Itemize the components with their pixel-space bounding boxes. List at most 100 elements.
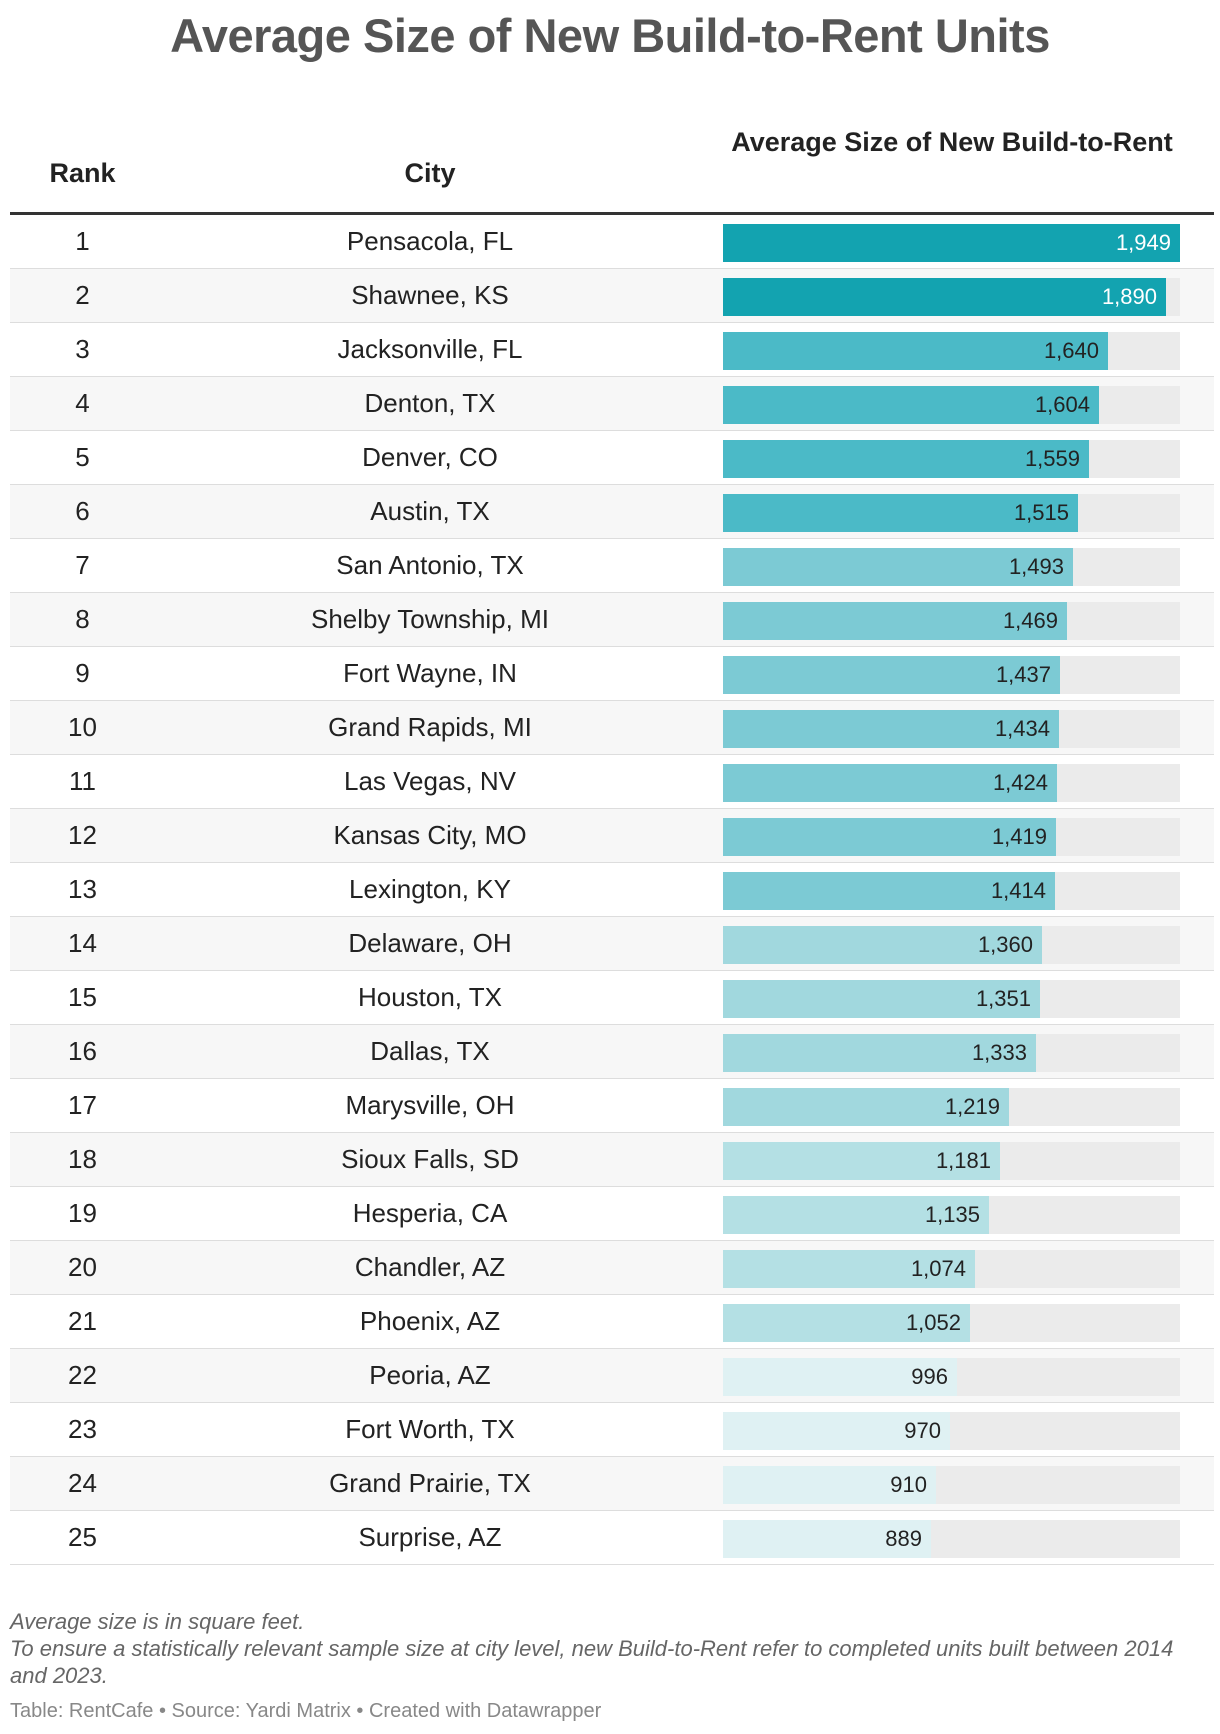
bar [723, 386, 1099, 424]
table-row: 10 Grand Rapids, MI 1,434 [10, 701, 1214, 755]
bar-track: 1,360 [723, 926, 1180, 964]
rank-cell: 25 [68, 1522, 97, 1552]
table-row: 5 Denver, CO 1,559 [10, 431, 1214, 485]
table-row: 12 Kansas City, MO 1,419 [10, 809, 1214, 863]
rank-cell: 24 [68, 1468, 97, 1498]
city-cell: Hesperia, CA [352, 1198, 508, 1228]
bar [723, 872, 1055, 910]
bar-track: 1,437 [723, 656, 1180, 694]
bar-track: 1,604 [723, 386, 1180, 424]
bar-value-label: 996 [911, 1364, 948, 1389]
table-row: 4 Denton, TX 1,604 [10, 377, 1214, 431]
bar [723, 818, 1056, 856]
bar-value-label: 1,469 [1002, 608, 1058, 633]
bar [723, 278, 1166, 316]
table-row: 22 Peoria, AZ 996 [10, 1349, 1214, 1403]
bar-value-label: 1,424 [992, 770, 1048, 795]
table-row: 11 Las Vegas, NV 1,424 [10, 755, 1214, 809]
column-header-city: City [404, 158, 456, 188]
rank-cell: 11 [69, 766, 96, 796]
table-row: 17 Marysville, OH 1,219 [10, 1079, 1214, 1133]
bar-value-label: 1,890 [1101, 284, 1157, 309]
bar-value-label: 970 [904, 1418, 941, 1443]
city-cell: Lexington, KY [349, 874, 511, 904]
table-row: 24 Grand Prairie, TX 910 [10, 1457, 1214, 1511]
table-row: 16 Dallas, TX 1,333 [10, 1025, 1214, 1079]
rank-cell: 23 [68, 1414, 97, 1444]
table-row: 1 Pensacola, FL 1,949 [10, 215, 1214, 269]
bar-value-label: 1,181 [935, 1148, 991, 1173]
bar-track: 910 [723, 1466, 1180, 1504]
table-row: 7 San Antonio, TX 1,493 [10, 539, 1214, 593]
bar-track: 970 [723, 1412, 1180, 1450]
city-cell: Phoenix, AZ [359, 1306, 501, 1336]
rank-cell: 7 [75, 550, 90, 580]
bar-track: 1,351 [723, 980, 1180, 1018]
bar-track: 1,135 [723, 1196, 1180, 1234]
city-cell: Las Vegas, NV [344, 766, 516, 796]
bar [723, 440, 1089, 478]
bar-value-label: 1,640 [1043, 338, 1099, 363]
city-cell: Shelby Township, MI [311, 604, 549, 634]
source-line: Table: RentCafe • Source: Yardi Matrix •… [10, 1700, 602, 1722]
table-row: 8 Shelby Township, MI 1,469 [10, 593, 1214, 647]
bar-value-label: 1,074 [910, 1256, 966, 1281]
bar-value-label: 1,360 [977, 932, 1033, 957]
table-row: 18 Sioux Falls, SD 1,181 [10, 1133, 1214, 1187]
bar-track: 1,219 [723, 1088, 1180, 1126]
bar [723, 494, 1078, 532]
bar-value-label: 1,604 [1034, 392, 1090, 417]
footnotes: Average size is in square feet. To ensur… [10, 1608, 1210, 1689]
city-cell: Chandler, AZ [354, 1252, 506, 1282]
bar-value-label: 1,052 [905, 1310, 961, 1335]
city-cell: Marysville, OH [345, 1090, 515, 1120]
bar-track: 1,640 [723, 332, 1180, 370]
bar-value-label: 1,437 [995, 662, 1051, 687]
bar-value-label: 1,333 [971, 1040, 1027, 1065]
table-row: 3 Jacksonville, FL 1,640 [10, 323, 1214, 377]
bar-value-label: 889 [885, 1526, 922, 1551]
city-cell: Grand Rapids, MI [328, 712, 532, 742]
bar [723, 1466, 936, 1504]
rank-cell: 20 [68, 1252, 97, 1282]
table-row: 20 Chandler, AZ 1,074 [10, 1241, 1214, 1295]
city-cell: Delaware, OH [348, 928, 512, 958]
rank-cell: 18 [68, 1144, 97, 1174]
bar [723, 1142, 1000, 1180]
rank-cell: 17 [68, 1090, 97, 1120]
bar [723, 548, 1073, 586]
table-row: 9 Fort Wayne, IN 1,437 [10, 647, 1214, 701]
table-row: 25 Surprise, AZ 889 [10, 1511, 1214, 1565]
table-row: 6 Austin, TX 1,515 [10, 485, 1214, 539]
bar [723, 332, 1108, 370]
chart-title: Average Size of New Build-to-Rent Units [170, 9, 1050, 62]
rank-cell: 5 [75, 442, 90, 472]
table-row: 23 Fort Worth, TX 970 [10, 1403, 1214, 1457]
city-cell: Kansas City, MO [333, 820, 527, 850]
city-cell: San Antonio, TX [336, 550, 524, 580]
bar [723, 1304, 970, 1342]
bar [723, 1520, 931, 1558]
bar [723, 710, 1059, 748]
city-cell: Fort Wayne, IN [343, 658, 517, 688]
rank-cell: 15 [68, 982, 97, 1012]
bar-track: 996 [723, 1358, 1180, 1396]
rank-cell: 3 [75, 334, 90, 364]
table-row: 21 Phoenix, AZ 1,052 [10, 1295, 1214, 1349]
bar-value-label: 1,515 [1013, 500, 1069, 525]
rank-cell: 21 [68, 1306, 97, 1336]
bar-track: 1,181 [723, 1142, 1180, 1180]
bar [723, 1250, 975, 1288]
bar [723, 602, 1067, 640]
table-row: 2 Shawnee, KS 1,890 [10, 269, 1214, 323]
bar [723, 1088, 1009, 1126]
rank-cell: 12 [68, 820, 97, 850]
rank-cell: 19 [68, 1198, 97, 1228]
city-cell: Sioux Falls, SD [341, 1144, 519, 1174]
table-row: 19 Hesperia, CA 1,135 [10, 1187, 1214, 1241]
bar-track: 1,434 [723, 710, 1180, 748]
bar-value-label: 1,434 [994, 716, 1050, 741]
city-cell: Surprise, AZ [358, 1522, 502, 1552]
bar-track: 1,515 [723, 494, 1180, 532]
bar [723, 764, 1057, 802]
